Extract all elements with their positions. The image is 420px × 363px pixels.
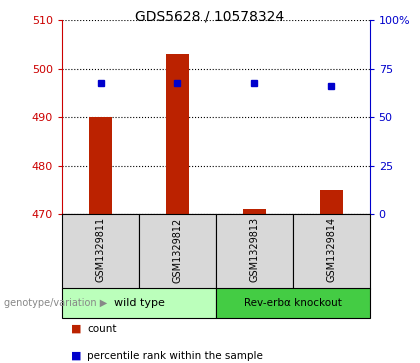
Bar xyxy=(243,209,266,214)
Text: GSM1329813: GSM1329813 xyxy=(249,217,259,282)
Text: count: count xyxy=(87,323,117,334)
Bar xyxy=(293,214,370,289)
Bar xyxy=(216,288,370,318)
Text: ■: ■ xyxy=(71,323,81,334)
Text: wild type: wild type xyxy=(113,298,165,308)
Bar xyxy=(89,117,112,214)
Bar xyxy=(62,214,139,289)
Bar xyxy=(216,214,293,289)
Bar xyxy=(166,54,189,214)
Text: GSM1329814: GSM1329814 xyxy=(326,217,336,282)
Text: ■: ■ xyxy=(71,351,81,361)
Bar xyxy=(62,288,216,318)
Bar xyxy=(320,190,343,214)
Bar xyxy=(139,214,216,289)
Text: GSM1329811: GSM1329811 xyxy=(96,217,105,282)
Text: Rev-erbα knockout: Rev-erbα knockout xyxy=(244,298,342,308)
Text: GDS5628 / 10578324: GDS5628 / 10578324 xyxy=(135,9,285,23)
Text: genotype/variation ▶: genotype/variation ▶ xyxy=(4,298,108,308)
Text: percentile rank within the sample: percentile rank within the sample xyxy=(87,351,263,361)
Text: GSM1329812: GSM1329812 xyxy=(173,217,182,282)
